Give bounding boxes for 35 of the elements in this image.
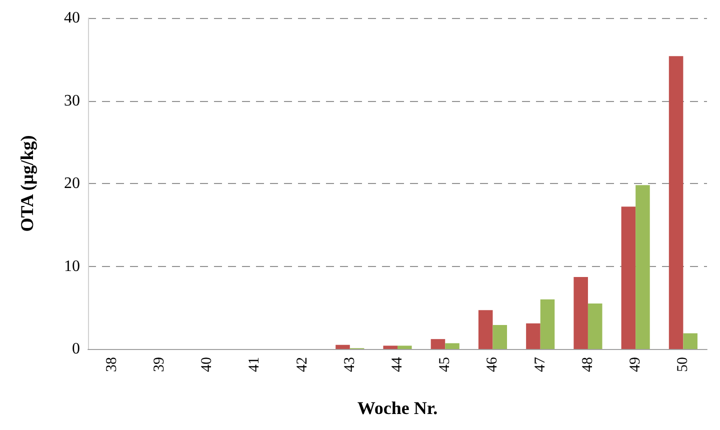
y-tick-label: 40 (64, 10, 80, 26)
bar (621, 206, 636, 349)
x-tick-label: 48 (580, 357, 596, 372)
x-tick-label: 41 (246, 357, 263, 372)
bar (588, 303, 602, 349)
x-tick-label: 38 (104, 357, 120, 372)
bar (683, 333, 698, 349)
bar (492, 325, 508, 349)
bar (478, 310, 493, 349)
x-tick-label: 42 (294, 357, 310, 372)
bar (636, 185, 650, 349)
bar (668, 56, 684, 349)
x-tick-label: 46 (484, 356, 501, 372)
y-tick-label: 10 (64, 258, 80, 275)
bar (383, 346, 398, 349)
x-axis-title: Woche Nr. (357, 398, 438, 418)
y-tick-label: 30 (64, 92, 80, 110)
y-tick-label: 20 (64, 175, 80, 192)
x-tick-label: 50 (675, 357, 692, 372)
bar (526, 323, 540, 349)
bar (430, 339, 446, 349)
x-tick-label: 40 (199, 357, 216, 372)
x-tick-label: 39 (151, 357, 168, 372)
x-tick-label: 49 (628, 357, 644, 372)
y-axis-title: OTA (µg/kg) (17, 135, 37, 232)
bar (336, 344, 350, 349)
bar (574, 277, 588, 349)
x-tick-label: 43 (342, 357, 358, 372)
x-tick-label: 44 (390, 356, 406, 372)
x-tick-label: 45 (437, 357, 454, 372)
bar (445, 343, 460, 349)
bar (540, 299, 555, 349)
bar (398, 346, 412, 349)
x-tick-label: 47 (532, 356, 548, 372)
y-tick-label: 0 (72, 340, 80, 358)
